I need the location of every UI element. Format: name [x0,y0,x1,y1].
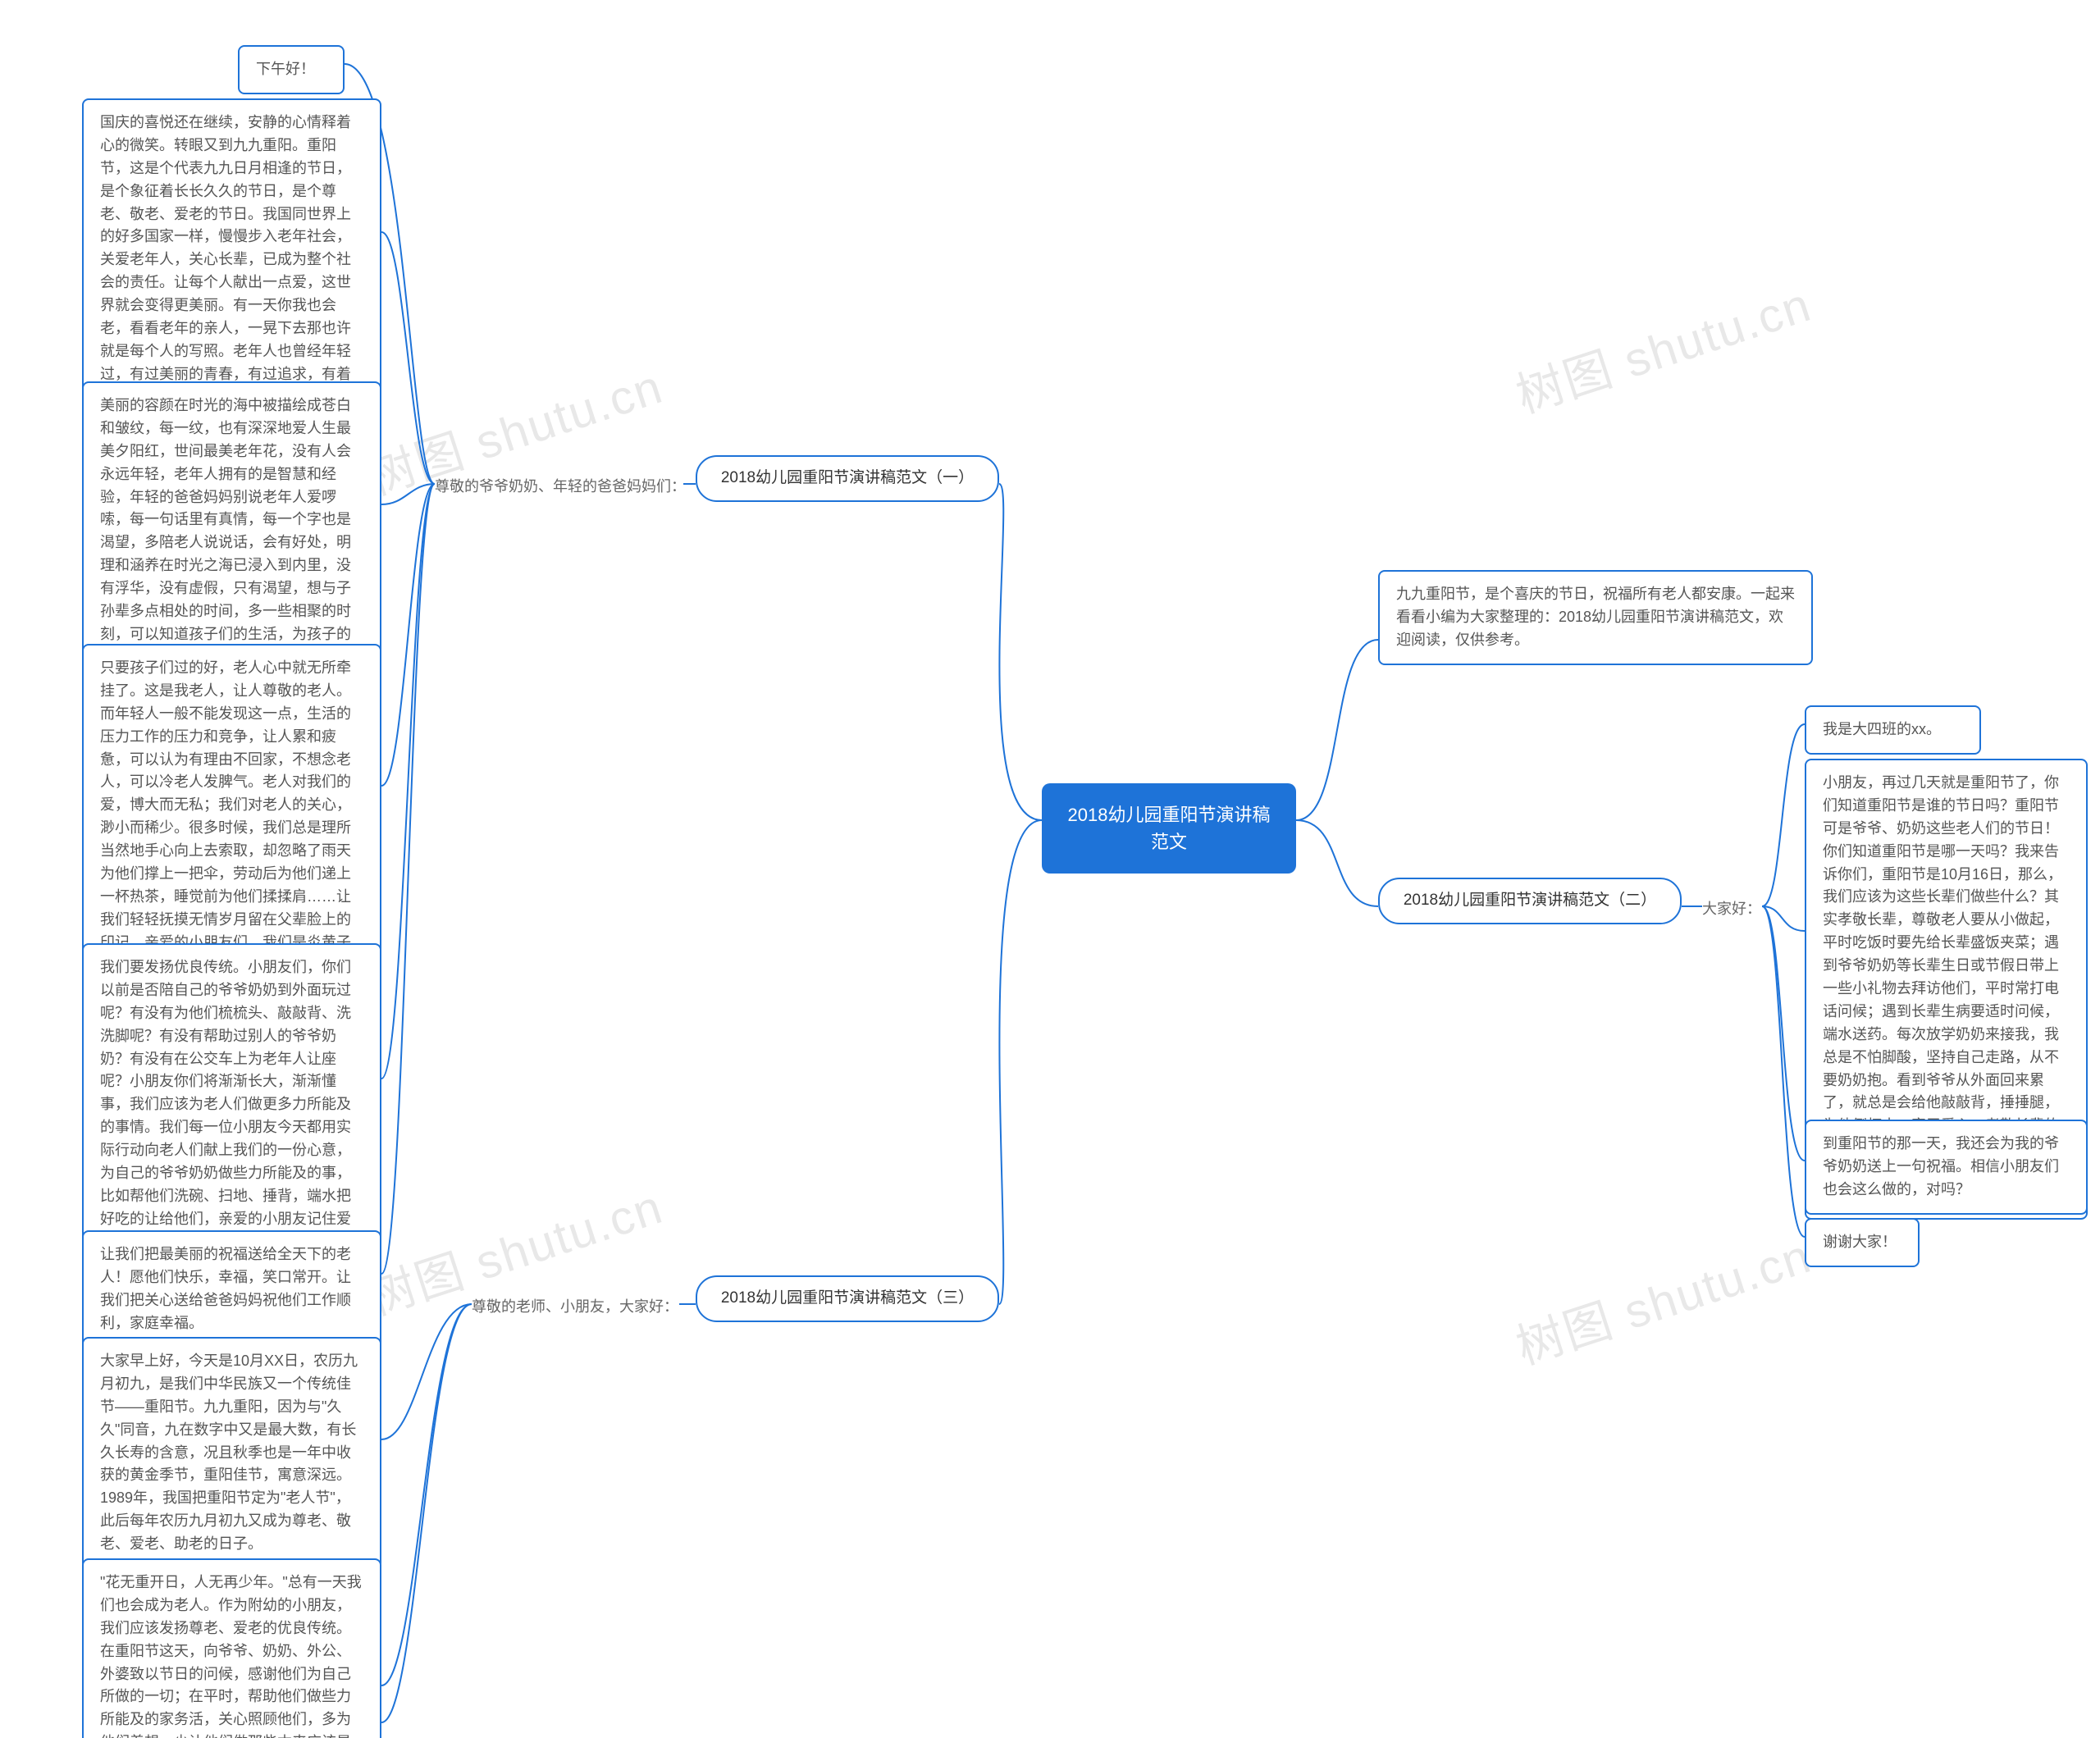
branch-1-title: 2018幼儿园重阳节演讲稿范文（一） [721,469,974,486]
watermark: 树图 shutu.cn [1506,266,1819,426]
branch-2-title: 2018幼儿园重阳节演讲稿范文（二） [1404,892,1656,909]
leaf-text: 下午好！ [256,61,315,77]
branch-3: 2018幼儿园重阳节演讲稿范文（三） [696,1275,999,1322]
greeting-2: 大家好： [1702,898,1761,920]
center-text: 2018幼儿园重阳节演讲稿范文 [1068,805,1271,852]
leaf-b1-1: 下午好！ [238,45,345,94]
leaf-b2-4: 谢谢大家！ [1805,1218,1920,1267]
center-node: 2018幼儿园重阳节演讲稿范文 [1042,783,1296,874]
leaf-text: 我是大四班的xx。 [1823,721,1941,737]
greeting-2-text: 大家好： [1702,901,1761,917]
leaf-b2-1: 我是大四班的xx。 [1805,705,1981,755]
watermark: 树图 shutu.cn [1506,1217,1819,1377]
label-3: 尊敬的老师、小朋友，大家好： [472,1296,678,1318]
leaf-b2-3: 到重阳节的那一天，我还会为我的爷爷奶奶送上一句祝福。相信小朋友们也会这么做的，对… [1805,1120,2088,1215]
leaf-text: "花无重开日，人无再少年。"总有一天我们也会成为老人。作为附幼的小朋友，我们应该… [100,1574,362,1738]
branch-1: 2018幼儿园重阳节演讲稿范文（一） [696,455,999,502]
leaf-text: 让我们把最美丽的祝福送给全天下的老人！愿他们快乐，幸福，笑口常开。让我们把关心送… [100,1246,351,1331]
leaf-b3-2: "花无重开日，人无再少年。"总有一天我们也会成为老人。作为附幼的小朋友，我们应该… [82,1558,381,1738]
intro-node: 九九重阳节，是个喜庆的节日，祝福所有老人都安康。一起来看看小编为大家整理的：20… [1378,570,1813,665]
leaf-b1-3: 美丽的容颜在时光的海中被描绘成苍白和皱纹，每一纹，也有深深地爱人生最美夕阳红，世… [82,381,381,682]
leaf-text: 美丽的容颜在时光的海中被描绘成苍白和皱纹，每一纹，也有深深地爱人生最美夕阳红，世… [100,397,351,665]
branch-3-title: 2018幼儿园重阳节演讲稿范文（三） [721,1289,974,1307]
leaf-b1-6: 让我们把最美丽的祝福送给全天下的老人！愿他们快乐，幸福，笑口常开。让我们把关心送… [82,1230,381,1348]
leaf-text: 到重阳节的那一天，我还会为我的爷爷奶奶送上一句祝福。相信小朋友们也会这么做的，对… [1823,1135,2059,1197]
label-1-text: 尊敬的爷爷奶奶、年轻的爸爸妈妈们： [435,478,686,495]
leaf-text: 大家早上好，今天是10月XX日，农历九月初九，是我们中华民族又一个传统佳节——重… [100,1353,358,1552]
label-3-text: 尊敬的老师、小朋友，大家好： [472,1298,678,1315]
intro-text: 九九重阳节，是个喜庆的节日，祝福所有老人都安康。一起来看看小编为大家整理的：20… [1396,586,1795,648]
label-1: 尊敬的爷爷奶奶、年轻的爸爸妈妈们： [435,476,686,498]
leaf-text: 谢谢大家！ [1823,1234,1897,1250]
leaf-b3-1: 大家早上好，今天是10月XX日，农历九月初九，是我们中华民族又一个传统佳节——重… [82,1337,381,1569]
branch-2: 2018幼儿园重阳节演讲稿范文（二） [1378,878,1682,924]
